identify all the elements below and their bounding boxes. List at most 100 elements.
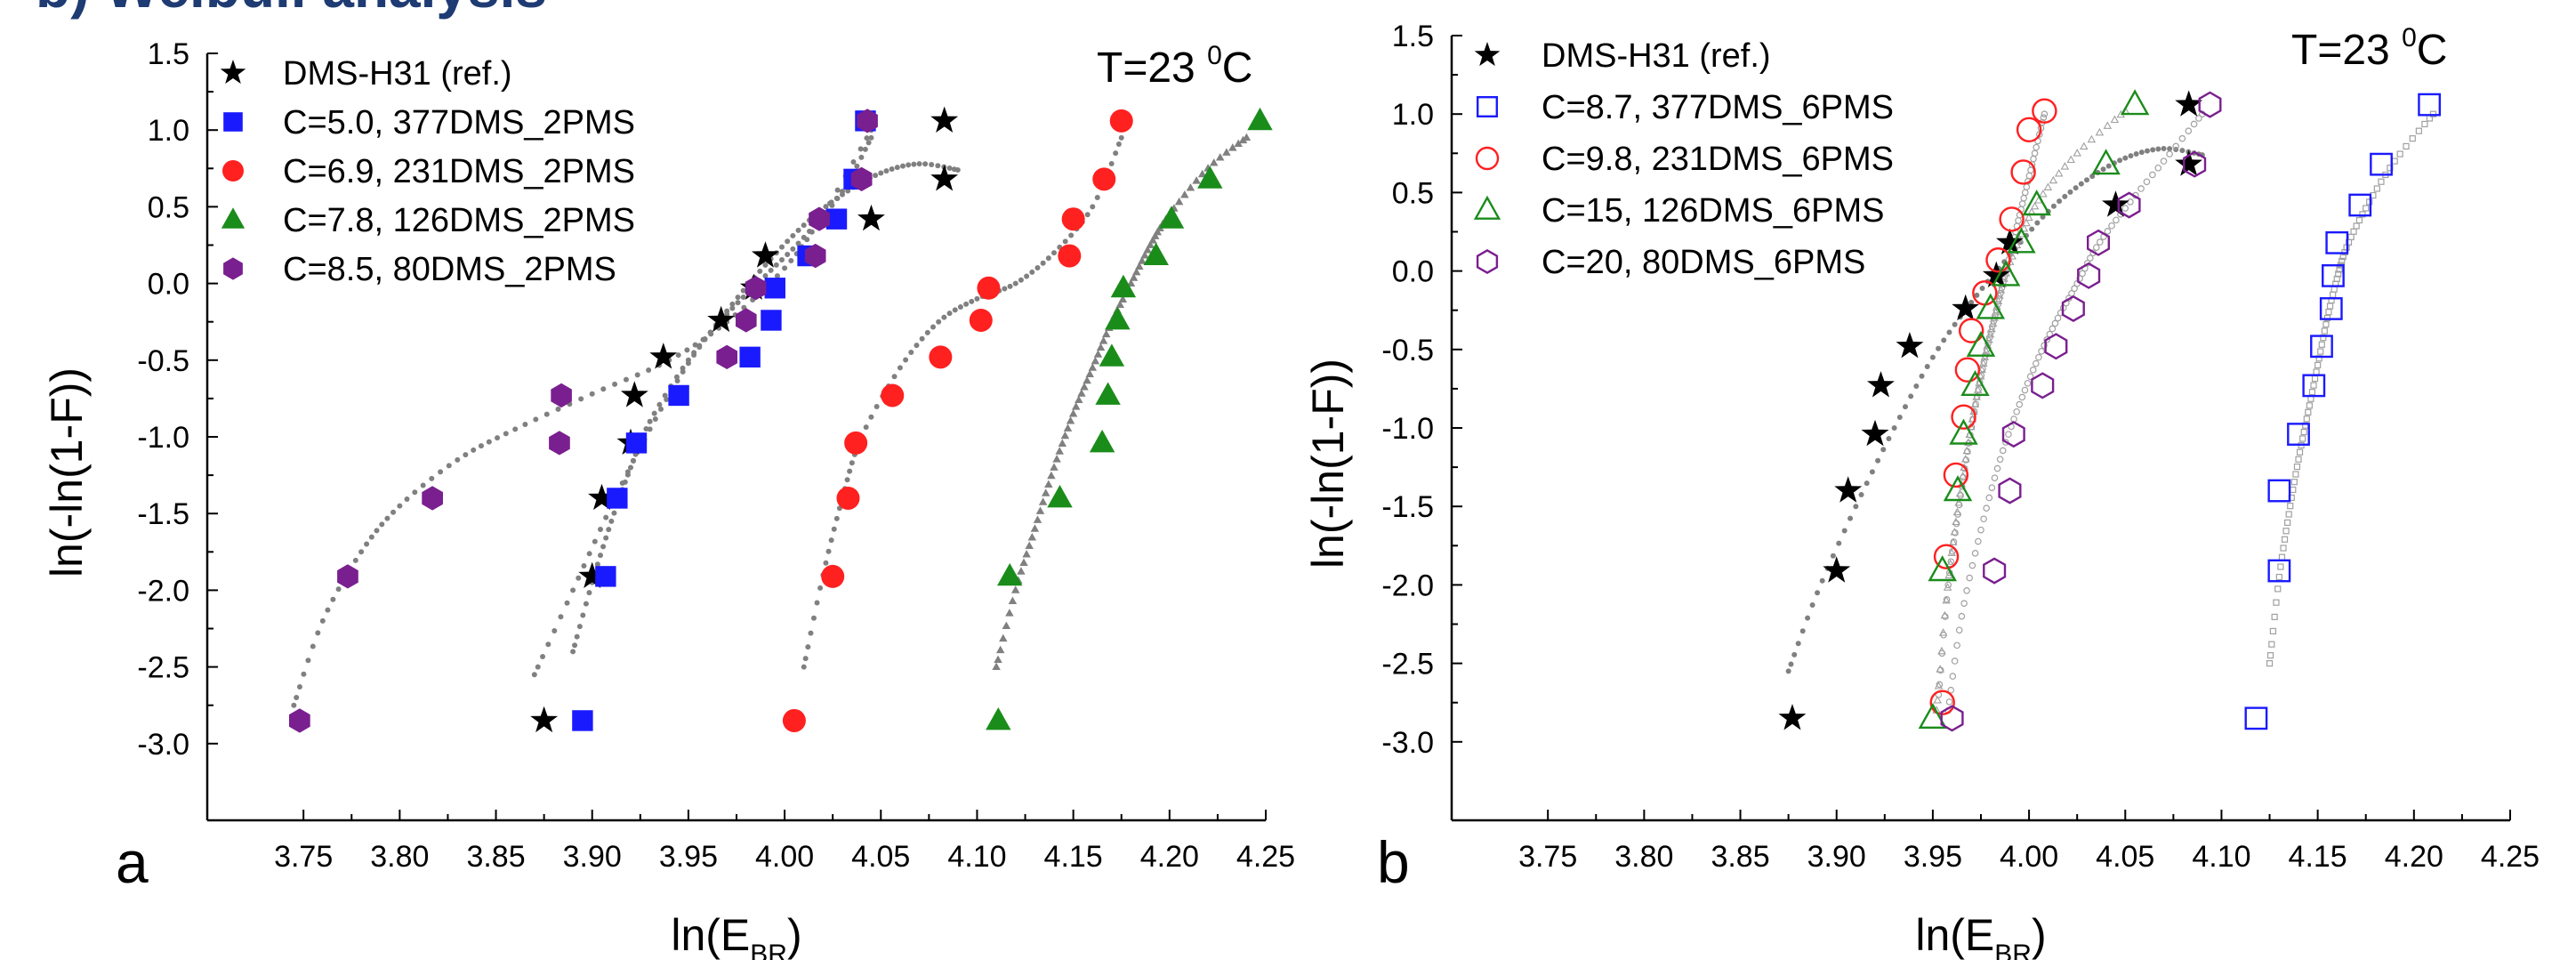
- fit-curve-point: [2038, 348, 2045, 355]
- fit-curve-point: [814, 600, 820, 606]
- data-point-series-4: [1099, 343, 1125, 367]
- fit-curve-point: [2266, 659, 2274, 667]
- legend-label-3: C=9.8, 231DMS_6PMS: [1542, 141, 1894, 178]
- fit-curve-point: [740, 287, 746, 294]
- data-point-series-1: [530, 706, 559, 733]
- fit-curve-point: [598, 553, 603, 559]
- fit-curve-point: [1115, 141, 1122, 148]
- fit-curve-point: [2303, 415, 2310, 423]
- fit-curve-point: [864, 135, 870, 141]
- data-point-series-1: [1996, 228, 2024, 254]
- fit-curve-point: [1853, 504, 1859, 510]
- fit-curve-point: [1029, 269, 1035, 275]
- fit-curve-point: [673, 374, 680, 380]
- fit-curve-point: [2040, 114, 2048, 121]
- fit-curve-point: [2034, 220, 2041, 226]
- fit-curve-point: [2029, 367, 2037, 374]
- fit-curve-point: [1788, 661, 1794, 667]
- fit-curve-point: [2110, 115, 2120, 124]
- fit-curve-point: [634, 372, 640, 378]
- fit-curve-point: [2415, 127, 2422, 134]
- fit-curve-point: [1007, 283, 1013, 289]
- fit-curve-point: [2280, 545, 2287, 552]
- fit-curve-point: [995, 645, 1005, 654]
- fit-curve-point: [889, 166, 895, 173]
- fit-curve-point: [1017, 567, 1026, 575]
- x-tick-label: 4.25: [1236, 840, 1295, 874]
- legend-marker-1: [220, 60, 246, 85]
- data-point-series-3: [1999, 206, 2025, 232]
- fit-curve-point: [2285, 511, 2292, 518]
- fit-curve-point: [656, 401, 663, 407]
- fit-curve-point: [368, 534, 374, 540]
- x-tick-label: 4.00: [2000, 840, 2058, 874]
- fit-curve-point: [1222, 148, 1231, 156]
- legend-marker-3: [1475, 146, 1500, 171]
- fit-curve-point: [1947, 686, 1955, 694]
- x-tick-label: 4.20: [1140, 840, 1199, 874]
- fit-curve-point: [1949, 537, 1958, 546]
- fit-curve-point: [1041, 488, 1051, 496]
- fit-curve-point: [1962, 446, 1971, 455]
- data-point-series-4: [1991, 260, 2021, 286]
- fit-curve-point: [1090, 204, 1096, 210]
- fit-curve-point: [2137, 185, 2145, 192]
- data-point-series-3: [977, 276, 1001, 300]
- fit-curve-point: [2330, 286, 2338, 293]
- fit-curve-point: [1960, 455, 1970, 463]
- fit-curve-point: [2122, 155, 2129, 161]
- fit-curve-point: [1944, 570, 1953, 579]
- fit-curve-point: [2281, 536, 2289, 543]
- fit-curve-point: [1980, 359, 1988, 366]
- fit-curve-point: [598, 527, 603, 533]
- fit-curve-point: [788, 258, 794, 264]
- data-point-series-3: [1092, 167, 1116, 191]
- y-tick-label: -2.0: [1381, 569, 1434, 602]
- fit-curve-point: [2278, 553, 2286, 561]
- fit-curve-point: [1005, 609, 1014, 617]
- fit-curve-point: [558, 614, 564, 620]
- fit-curve-point: [834, 196, 841, 202]
- fit-curve-point: [374, 528, 380, 534]
- data-point-series-3: [1933, 544, 1960, 569]
- data-point-series-3: [881, 383, 905, 407]
- data-point-series-3: [929, 345, 953, 369]
- fit-curve-point: [1099, 336, 1108, 344]
- fit-curve-point: [847, 468, 853, 474]
- fit-curve-point: [1941, 337, 1947, 343]
- fit-curve-point: [622, 479, 628, 485]
- fit-curve-point: [817, 585, 824, 591]
- x-tick-label: 3.90: [563, 840, 622, 874]
- fit-curve-point: [1949, 548, 1956, 555]
- fit-curve-point: [1991, 308, 2000, 316]
- fit-curve-point: [2030, 155, 2037, 163]
- fit-curve-point: [2310, 382, 2317, 389]
- data-point-series-5: [549, 431, 570, 456]
- y-tick-label: -1.5: [137, 497, 189, 531]
- fit-curve-point: [1148, 236, 1157, 244]
- fit-curve-point: [2290, 479, 2298, 486]
- fit-curve-point: [1980, 515, 1987, 523]
- fit-curve-point: [1033, 515, 1042, 523]
- y-tick-label: -0.5: [137, 344, 189, 378]
- fit-curve-point: [2043, 336, 2050, 343]
- fit-curve-point: [495, 435, 501, 441]
- y-tick-label: 1.0: [1392, 98, 1434, 132]
- fit-curve-point: [1101, 329, 1111, 338]
- data-point-series-4: [1095, 382, 1121, 405]
- fit-curve-point: [2336, 266, 2343, 273]
- fit-curve-point: [1126, 278, 1136, 286]
- fit-curve-point: [1002, 621, 1011, 630]
- data-point-series-5: [2117, 191, 2141, 219]
- fit-curve-point: [364, 541, 370, 547]
- legend-label-4: C=7.8, 126DMS_2PMS: [283, 202, 635, 239]
- fit-curve-point: [583, 601, 589, 607]
- fit-curve-point: [1066, 416, 1075, 424]
- fit-curve-point: [2290, 486, 2297, 494]
- fit-curve-point: [551, 628, 558, 634]
- legend-marker-1: [1474, 42, 1501, 67]
- fit-curve-point: [700, 336, 706, 343]
- data-point-series-3: [1954, 357, 1981, 383]
- fit-curve-point: [2043, 182, 2053, 190]
- fit-curve-point: [1044, 480, 1053, 488]
